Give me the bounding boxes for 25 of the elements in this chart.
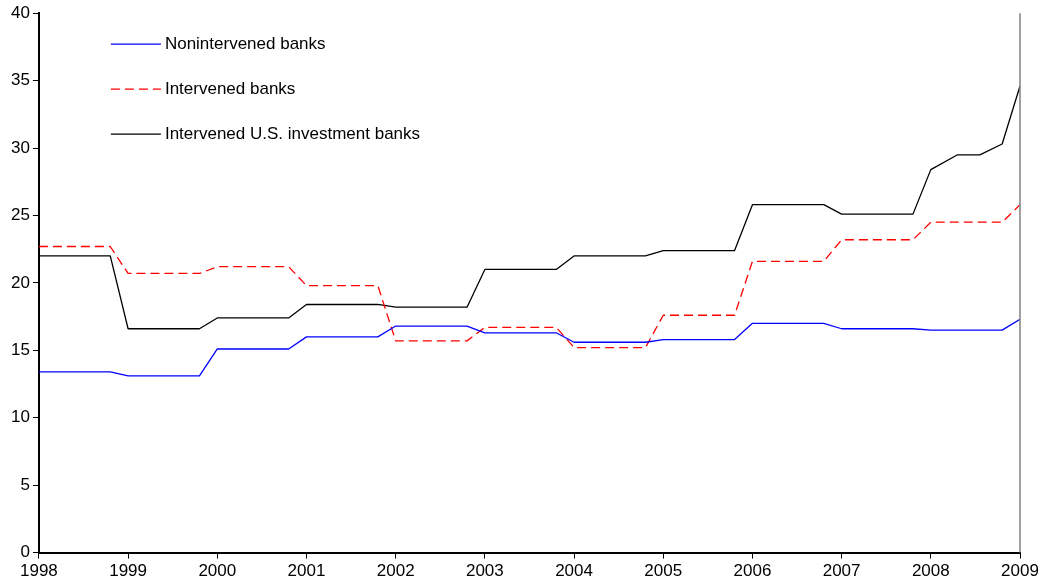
x-tick-label: 2003 bbox=[465, 561, 504, 581]
legend-label: Nonintervened banks bbox=[164, 33, 326, 53]
y-tick-label: 20 bbox=[10, 272, 30, 292]
x-tick-label: 2006 bbox=[733, 561, 772, 581]
y-tick-label: 10 bbox=[10, 407, 30, 427]
x-tick-label: 1999 bbox=[109, 561, 148, 581]
y-tick-label: 0 bbox=[20, 542, 30, 562]
x-tick-label: 2008 bbox=[911, 561, 950, 581]
legend-label: Intervened banks bbox=[164, 78, 296, 98]
y-tick-label: 40 bbox=[10, 2, 30, 22]
x-tick-label: 2004 bbox=[555, 561, 593, 581]
x-tick-label: 2000 bbox=[198, 561, 237, 581]
y-tick-label: 15 bbox=[10, 340, 30, 360]
x-tick-label: 2007 bbox=[822, 561, 861, 581]
x-tick-label: 2001 bbox=[287, 561, 326, 581]
x-tick-label: 2002 bbox=[376, 561, 415, 581]
x-tick-label: 2009 bbox=[1001, 561, 1039, 581]
y-tick-label: 30 bbox=[10, 137, 30, 157]
legend-label: Intervened U.S. investment banks bbox=[164, 123, 421, 143]
x-tick-label: 2005 bbox=[644, 561, 683, 581]
y-tick-label: 5 bbox=[20, 474, 30, 494]
x-tick-label: 1998 bbox=[20, 561, 58, 581]
line-series bbox=[38, 204, 1020, 349]
y-tick-label: 25 bbox=[10, 205, 30, 225]
y-tick-label: 35 bbox=[10, 70, 30, 90]
